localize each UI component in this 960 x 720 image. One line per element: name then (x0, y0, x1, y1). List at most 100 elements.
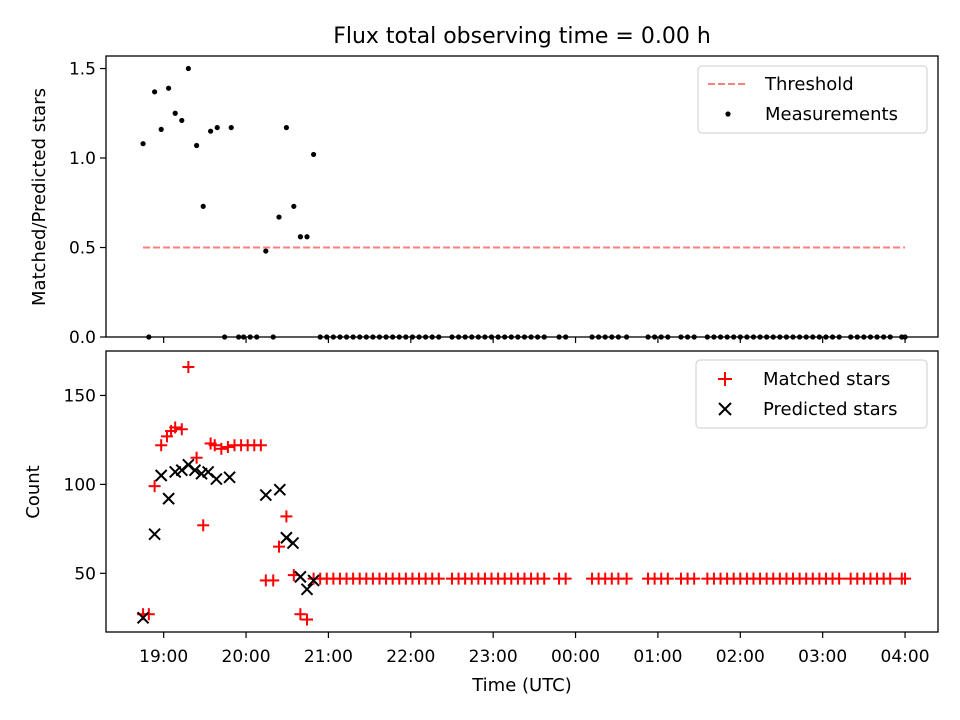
matched-star-point (899, 572, 912, 585)
measurement-point (310, 151, 317, 158)
top-y-tick-label: 1.0 (69, 149, 96, 169)
matched-star-point (833, 572, 846, 585)
bottom-panel: 50 100 150 19:00 20:00 21:00 22:00 23:00 00:00 0… (23, 350, 939, 696)
measurement-point (140, 141, 146, 147)
top-x-axis-ticks (163, 337, 906, 343)
predicted-star-point (188, 463, 202, 477)
measurement-point (166, 85, 172, 91)
bottom-y-axis-label: Count (23, 465, 44, 518)
x-axis-label: Time (UTC) (471, 675, 572, 696)
matched-star-point (538, 572, 551, 585)
bottom-y-tick-label: 150 (64, 386, 96, 406)
predicted-star-point (273, 483, 287, 496)
top-panel: 0.0 0.5 1.0 1.5 Matched/Predicted stars Thr… (29, 55, 939, 348)
predicted-stars-legend-label: Predicted stars (763, 399, 897, 420)
bottom-x-tick-label: 22:00 (386, 647, 435, 667)
predicted-star-point (154, 469, 168, 482)
matched-star-point (175, 423, 188, 436)
bottom-legend: Matched stars Predicted stars (695, 359, 928, 429)
measurement-point (208, 128, 214, 134)
measurement-point (185, 65, 191, 72)
top-axes-frame (105, 55, 939, 338)
predicted-star-point (286, 536, 300, 550)
matched-star-point (215, 442, 228, 455)
bottom-x-tick-label: 00:00 (551, 647, 600, 667)
measurement-point (179, 117, 185, 124)
bottom-x-tick-label: 19:00 (139, 647, 188, 667)
bottom-x-tick-label: 04:00 (881, 647, 930, 667)
measurements-legend-swatch (725, 111, 731, 117)
predicted-stars-layer (136, 458, 320, 624)
measurement-point (283, 124, 290, 131)
measurement-point (214, 124, 220, 131)
measurement-point (291, 203, 297, 209)
top-y-tick-label: 0.5 (69, 239, 96, 259)
matched-star-point (208, 439, 221, 452)
bottom-x-tick-label: 20:00 (222, 647, 271, 667)
bottom-x-tick-label: 03:00 (798, 647, 847, 667)
predicted-star-point (162, 492, 175, 505)
bottom-x-tick-label: 21:00 (304, 647, 353, 667)
measurement-point (228, 124, 234, 131)
bottom-y-axis-ticks: 50 100 150 (64, 386, 106, 584)
matched-star-point (142, 608, 155, 621)
matched-star-point (272, 540, 285, 553)
top-legend-box (697, 65, 928, 134)
matched-star-point (267, 574, 280, 587)
matched-star-point (661, 572, 674, 585)
matched-star-point (294, 608, 307, 621)
matched-star-point (190, 451, 203, 464)
chart-title: Flux total observing time = 0.00 h (333, 24, 711, 49)
predicted-star-point (148, 527, 161, 541)
predicted-star-point (259, 488, 273, 502)
matched-star-point (197, 519, 210, 532)
measurement-point (263, 248, 269, 254)
measurement-point (172, 110, 178, 116)
measurements-legend-label: Measurements (765, 104, 898, 125)
matched-star-point (182, 361, 195, 374)
bottom-x-tick-label: 02:00 (716, 647, 765, 667)
matched-star-point (280, 510, 293, 523)
matched-star-point (884, 572, 897, 585)
matched-star-point (432, 572, 445, 585)
matched-star-point (221, 441, 234, 454)
predicted-star-point (136, 611, 150, 624)
matched-star-point (155, 439, 168, 452)
bottom-x-axis-ticks: 19:00 20:00 21:00 22:00 23:00 00:00 01:00 02:00… (139, 632, 930, 667)
predicted-star-point (300, 583, 314, 596)
matched-star-point (169, 421, 182, 434)
bottom-axes-frame (105, 350, 939, 633)
predicted-star-point (223, 471, 236, 484)
matched-star-point (300, 613, 313, 626)
matched-stars-legend-swatch (718, 372, 732, 386)
matched-star-point (620, 572, 633, 585)
top-legend: Threshold Measurements (697, 65, 928, 134)
measurement-point (158, 126, 164, 132)
matched-star-point (688, 572, 701, 585)
measurement-point (194, 142, 200, 149)
predicted-star-point (307, 574, 320, 587)
bottom-y-tick-label: 100 (64, 475, 96, 495)
top-y-axis-label: Matched/Predicted stars (29, 88, 50, 306)
top-y-axis-ticks: 0.0 0.5 1.0 1.5 (69, 60, 106, 348)
predicted-stars-legend-swatch (718, 402, 732, 416)
matched-stars-legend-label: Matched stars (763, 369, 890, 390)
measurement-point (304, 234, 310, 240)
bottom-y-tick-label: 50 (74, 564, 96, 584)
measurement-point (276, 214, 282, 220)
bottom-x-tick-label: 01:00 (633, 647, 682, 667)
matched-star-point (254, 439, 267, 452)
measurement-point (297, 234, 304, 240)
predicted-star-point (294, 570, 307, 584)
bottom-legend-box (695, 359, 928, 429)
matched-stars-layer (137, 361, 912, 626)
bottom-x-tick-label: 23:00 (469, 647, 518, 667)
threshold-legend-label: Threshold (764, 74, 854, 95)
measurement-point (152, 89, 158, 95)
matched-star-point (148, 480, 161, 493)
measurement-point (200, 203, 206, 209)
top-y-tick-label: 0.0 (69, 328, 96, 348)
matched-star-point (559, 572, 572, 585)
predicted-star-point (210, 472, 223, 486)
